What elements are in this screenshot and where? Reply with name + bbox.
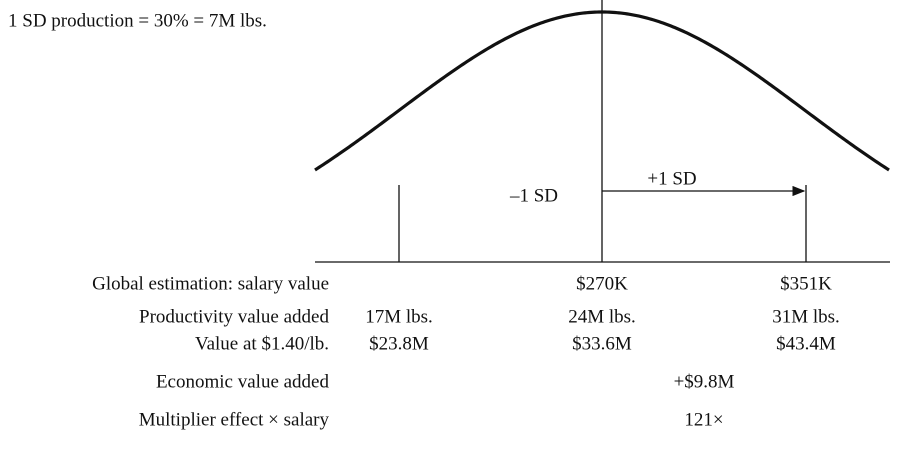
row-value: +$9.8M: [674, 371, 735, 392]
row-value: 17M lbs.: [365, 306, 433, 327]
row-value: 31M lbs.: [772, 306, 840, 327]
row-label: Economic value added: [156, 371, 330, 392]
row-value: $43.4M: [776, 333, 836, 354]
note: 1 SD production = 30% = 7M lbs.: [8, 10, 267, 31]
row-value: $23.8M: [369, 333, 429, 354]
row-value: 121×: [684, 409, 723, 430]
row-value: $33.6M: [572, 333, 632, 354]
row-label: Productivity value added: [139, 306, 329, 327]
row-value: $351K: [780, 273, 832, 294]
row-label: Multiplier effect × salary: [139, 409, 330, 430]
row-label: Global estimation: salary value: [92, 273, 329, 294]
minus-sd-label: –1 SD: [509, 185, 558, 206]
plus-sd-label: +1 SD: [647, 168, 696, 189]
row-value: $270K: [576, 273, 628, 294]
row-value: 24M lbs.: [568, 306, 636, 327]
row-label: Value at $1.40/lb.: [195, 333, 329, 354]
